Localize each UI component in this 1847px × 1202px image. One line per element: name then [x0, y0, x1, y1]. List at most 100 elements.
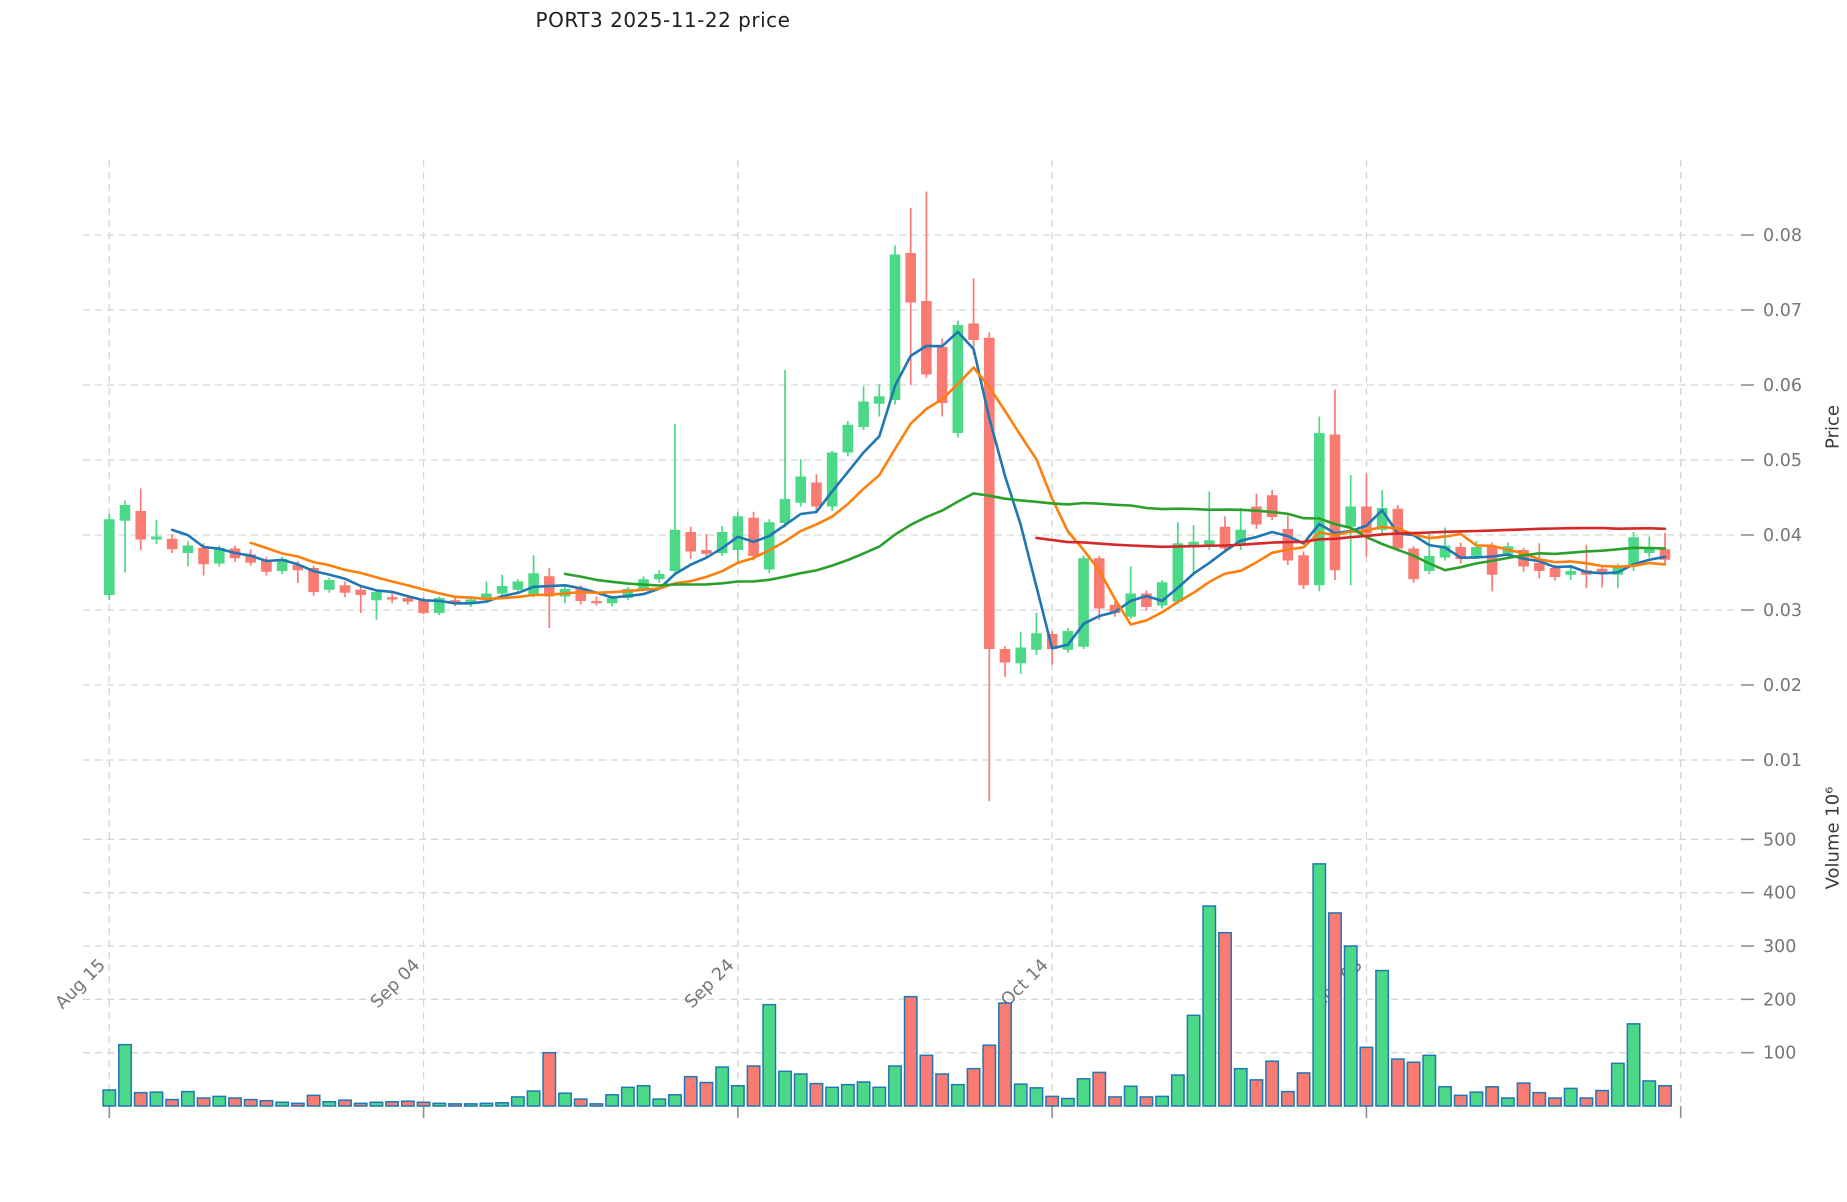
candle-body — [1031, 633, 1042, 650]
volume-bar — [1500, 1097, 1515, 1107]
volume-bar — [1390, 1058, 1405, 1107]
candle-body — [1628, 537, 1639, 567]
volume-bar — [982, 1044, 997, 1107]
candle-body — [826, 452, 838, 507]
candle-body — [1125, 593, 1137, 617]
volume-axis-title: Volume 10⁶ — [1822, 786, 1844, 890]
candle-body — [968, 323, 979, 340]
candle-body — [1172, 543, 1184, 602]
volume-bar — [1265, 1060, 1280, 1107]
price-tick-label: 0.05 — [1763, 451, 1802, 471]
volume-bar — [133, 1091, 148, 1107]
volume-bar — [1469, 1091, 1484, 1107]
date-tick-label: Sep 24 — [681, 955, 738, 1012]
volume-bar — [840, 1083, 855, 1107]
volume-bar — [683, 1075, 698, 1107]
volume-bar — [1422, 1054, 1437, 1107]
candle-body — [1565, 571, 1577, 575]
candle-body — [1345, 506, 1357, 527]
volume-tick-label: 200 — [1763, 990, 1796, 1010]
candle-body — [811, 482, 822, 507]
candle-body — [528, 573, 539, 595]
candle-body — [135, 511, 147, 540]
date-tick-label: Aug 15 — [52, 955, 110, 1013]
candle-body — [669, 529, 681, 571]
volume-bar — [589, 1103, 604, 1107]
volume-tick-label: 300 — [1763, 937, 1796, 957]
candle-body — [999, 649, 1011, 663]
volume-tick-label: 500 — [1763, 830, 1796, 850]
candle-body — [716, 532, 728, 553]
volume-bar — [306, 1094, 321, 1107]
candle-body — [1643, 547, 1655, 553]
price-tick-label: 0.04 — [1763, 526, 1802, 546]
candle-body — [1109, 604, 1121, 613]
volume-bar — [872, 1086, 887, 1107]
ma-line-30 — [563, 492, 1667, 587]
candle-body — [1376, 508, 1388, 530]
candle-body — [1203, 540, 1215, 546]
candle-body — [1612, 566, 1624, 575]
candle-body — [198, 547, 209, 565]
candle-body — [889, 254, 901, 400]
candle-body — [591, 601, 602, 604]
volume-bar — [1626, 1023, 1641, 1107]
volume-bar — [400, 1100, 415, 1107]
volume-bar — [416, 1101, 431, 1107]
volume-bar — [102, 1089, 117, 1107]
candle-body — [1078, 558, 1089, 647]
candle-body — [355, 589, 367, 595]
candle-body — [104, 519, 115, 595]
volume-bar — [1060, 1097, 1075, 1107]
price-tick-label: 0.06 — [1763, 376, 1802, 396]
volume-bar — [1438, 1086, 1452, 1107]
volume-bar — [730, 1084, 745, 1107]
candle-body — [1251, 506, 1262, 525]
candle-body — [308, 568, 319, 592]
candle-body — [921, 301, 932, 375]
volume-bar — [636, 1084, 651, 1107]
volume-bar — [275, 1101, 290, 1107]
candle-body — [1329, 434, 1341, 571]
volume-bar — [668, 1094, 682, 1107]
volume-bar — [1343, 945, 1358, 1107]
candle-body — [748, 517, 759, 556]
volume-bar — [1045, 1095, 1060, 1107]
volume-bar — [212, 1095, 227, 1107]
candle-body — [182, 545, 194, 553]
candle-body — [1093, 558, 1105, 609]
volume-bar — [998, 1002, 1012, 1107]
volume-bar — [762, 1003, 777, 1107]
volume-bar — [825, 1086, 840, 1107]
candle-body — [1471, 547, 1482, 557]
volume-bar — [573, 1098, 588, 1107]
volume-bar — [369, 1101, 384, 1107]
candle-body — [952, 325, 964, 433]
candle-body — [983, 337, 995, 649]
candle-body — [166, 538, 178, 550]
volume-bar — [526, 1090, 541, 1107]
candle-body — [653, 574, 665, 580]
volume-bar — [1280, 1090, 1295, 1107]
volume-bar — [180, 1090, 195, 1107]
candle-body — [323, 580, 335, 590]
volume-tick-label: 100 — [1763, 1044, 1796, 1064]
volume-bar — [338, 1099, 352, 1107]
candle-body — [905, 253, 917, 303]
volume-bar — [228, 1097, 242, 1107]
volume-bar — [1328, 912, 1342, 1107]
volume-bar — [1076, 1078, 1091, 1107]
volume-bar — [1186, 1014, 1201, 1107]
volume-bar — [118, 1043, 132, 1107]
candle-body — [418, 600, 429, 613]
volume-tick-label: 400 — [1763, 884, 1796, 904]
candle-body — [606, 598, 618, 604]
volume-bar — [1123, 1085, 1138, 1107]
volume-bar — [1202, 905, 1217, 1107]
candle-body — [386, 597, 398, 600]
volume-bar — [1485, 1086, 1500, 1107]
volume-bar — [605, 1094, 620, 1107]
candle-body — [1313, 433, 1325, 586]
volume-bar — [715, 1066, 730, 1107]
candle-body — [1219, 526, 1231, 549]
